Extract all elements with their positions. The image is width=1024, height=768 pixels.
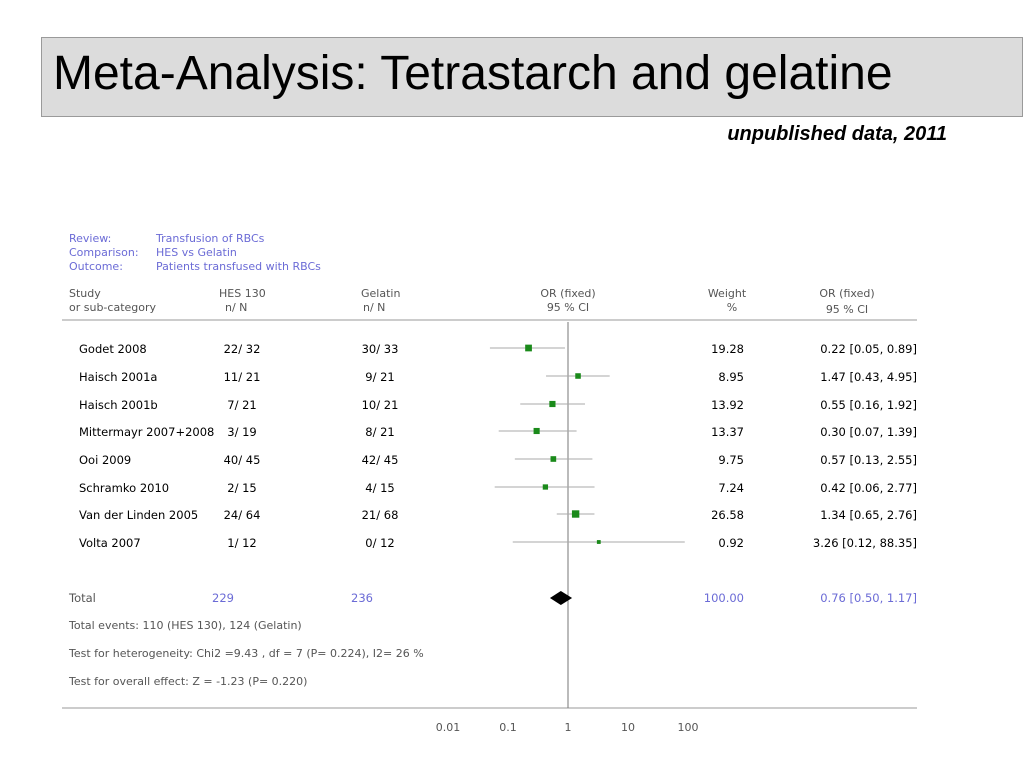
title-box: Meta-Analysis: Tetrastarch and gelatine — [41, 37, 1023, 117]
total-events: Total events: 110 (HES 130), 124 (Gelati… — [69, 619, 302, 632]
study-marker — [542, 484, 549, 490]
study-weight: 13.92 — [711, 398, 744, 412]
study-hes: 24/ 64 — [223, 508, 261, 522]
study-or-ci: 1.47 [0.43, 4.95] — [820, 370, 917, 384]
col-or-ci-sub: 95 % CI — [825, 303, 869, 316]
study-or-ci: 3.26 [0.12, 88.35] — [812, 536, 917, 550]
study-or-ci: 0.55 [0.16, 1.92] — [820, 398, 917, 412]
col-weight: Weight — [707, 287, 747, 300]
study-weight: 8.95 — [718, 370, 744, 384]
study-or-ci: 1.34 [0.65, 2.76] — [820, 508, 917, 522]
study-gelatin: 42/ 45 — [361, 453, 399, 467]
col-study-sub: or sub-category — [69, 301, 157, 314]
col-hes-n: n/ N — [225, 301, 248, 314]
study-or-ci: 0.22 [0.05, 0.89] — [820, 342, 917, 356]
study-marker — [596, 540, 601, 544]
study-gelatin: 8/ 21 — [365, 425, 395, 439]
study-hes: 2/ 15 — [227, 481, 257, 495]
review-label: Review: — [69, 232, 112, 245]
total-or-ci: 0.76 [0.50, 1.17] — [820, 591, 917, 605]
study-name: Godet 2008 — [79, 342, 147, 356]
total-weight: 100.00 — [703, 591, 744, 605]
col-or-plot-ci: 95 % CI — [546, 301, 590, 314]
study-gelatin: 30/ 33 — [361, 342, 399, 356]
study-name: Haisch 2001b — [79, 398, 158, 412]
study-weight: 0.92 — [718, 536, 744, 550]
study-name: Schramko 2010 — [79, 481, 170, 495]
outcome-label: Outcome: — [69, 260, 123, 273]
study-or-ci: 0.42 [0.06, 2.77] — [820, 481, 917, 495]
study-hes: 1/ 12 — [227, 536, 257, 550]
comparison-value: HES vs Gelatin — [156, 246, 237, 259]
total-gelatin: 236 — [351, 591, 373, 605]
study-marker — [575, 373, 581, 379]
col-study: Study — [69, 287, 101, 300]
col-gelatin-n: n/ N — [363, 301, 386, 314]
study-marker — [550, 456, 557, 462]
study-or-ci: 0.30 [0.07, 1.39] — [820, 425, 917, 439]
study-weight: 13.37 — [711, 425, 744, 439]
study-name: Volta 2007 — [79, 536, 141, 550]
study-gelatin: 21/ 68 — [361, 508, 399, 522]
heterogeneity-test: Test for heterogeneity: Chi2 =9.43 , df … — [69, 647, 424, 660]
study-name: Van der Linden 2005 — [79, 508, 199, 522]
col-hes: HES 130 — [219, 287, 266, 300]
outcome-value: Patients transfused with RBCs — [156, 260, 321, 273]
total-hes: 229 — [212, 591, 234, 605]
study-name: Ooi 2009 — [79, 453, 132, 467]
subtitle: unpublished data, 2011 — [727, 123, 947, 145]
study-gelatin: 9/ 21 — [365, 370, 395, 384]
study-marker — [549, 400, 556, 408]
study-marker — [571, 510, 580, 518]
study-marker — [525, 344, 532, 352]
x-tick-label: 0.1 — [499, 721, 517, 734]
study-name: Haisch 2001a — [79, 370, 158, 384]
col-gelatin: Gelatin — [361, 287, 401, 300]
col-weight-pct: % — [726, 301, 738, 314]
study-hes: 3/ 19 — [227, 425, 257, 439]
study-name: Mittermayr 2007+2008 — [79, 425, 215, 439]
study-weight: 7.24 — [718, 481, 744, 495]
total-label: Total — [69, 591, 96, 605]
study-weight: 9.75 — [718, 453, 744, 467]
page-title: Meta-Analysis: Tetrastarch and gelatine — [53, 47, 893, 100]
col-or-ci: OR (fixed) — [819, 287, 875, 300]
study-or-ci: 0.57 [0.13, 2.55] — [820, 453, 917, 467]
x-tick-label: 0.01 — [436, 721, 461, 734]
study-gelatin: 0/ 12 — [365, 536, 395, 550]
x-tick-label: 10 — [621, 721, 635, 734]
study-hes: 40/ 45 — [223, 453, 261, 467]
x-tick-label: 1 — [565, 721, 572, 734]
study-weight: 26.58 — [711, 508, 744, 522]
pooled-diamond — [549, 591, 573, 605]
x-tick-label: 100 — [678, 721, 699, 734]
study-hes: 7/ 21 — [227, 398, 257, 412]
study-hes: 22/ 32 — [223, 342, 261, 356]
overall-effect-test: Test for overall effect: Z = -1.23 (P= 0… — [69, 675, 308, 688]
study-marker — [533, 427, 540, 435]
study-gelatin: 10/ 21 — [361, 398, 399, 412]
study-hes: 11/ 21 — [223, 370, 261, 384]
review-value: Transfusion of RBCs — [156, 232, 265, 245]
study-gelatin: 4/ 15 — [365, 481, 395, 495]
comparison-label: Comparison: — [69, 246, 139, 259]
study-weight: 19.28 — [711, 342, 744, 356]
col-or-plot: OR (fixed) — [540, 287, 596, 300]
